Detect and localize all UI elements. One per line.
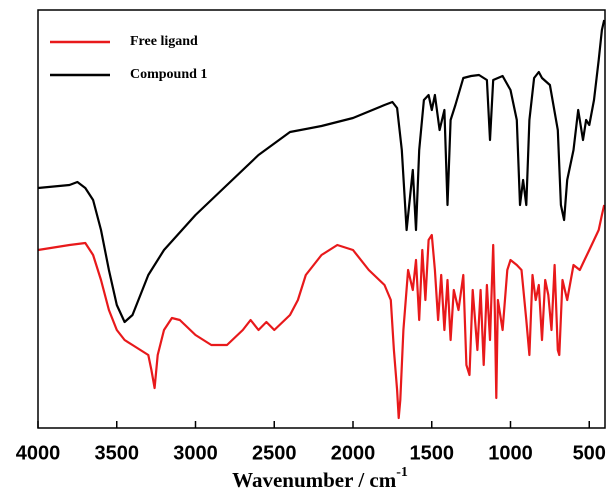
x-tick-label: 3000	[173, 442, 218, 464]
legend-label: Compound 1	[130, 67, 207, 82]
x-tick-label: 2500	[252, 442, 297, 464]
x-tick-label: 500	[573, 442, 606, 464]
plot-frame	[37, 9, 606, 429]
x-axis-label-sup: -1	[396, 465, 408, 480]
x-axis-label-text: Wavenumber / cm	[232, 468, 397, 492]
x-tick-label: 4000	[16, 442, 61, 464]
x-tick-label: 2000	[331, 442, 376, 464]
legend-label: Free ligand	[130, 34, 198, 49]
x-tick-label: 1000	[488, 442, 533, 464]
x-tick-label: 1500	[410, 442, 455, 464]
x-tick-label: 3500	[95, 442, 140, 464]
series-line	[37, 204, 606, 420]
x-axis-label: Wavenumber / cm-1	[232, 465, 408, 492]
series-line	[37, 19, 606, 324]
